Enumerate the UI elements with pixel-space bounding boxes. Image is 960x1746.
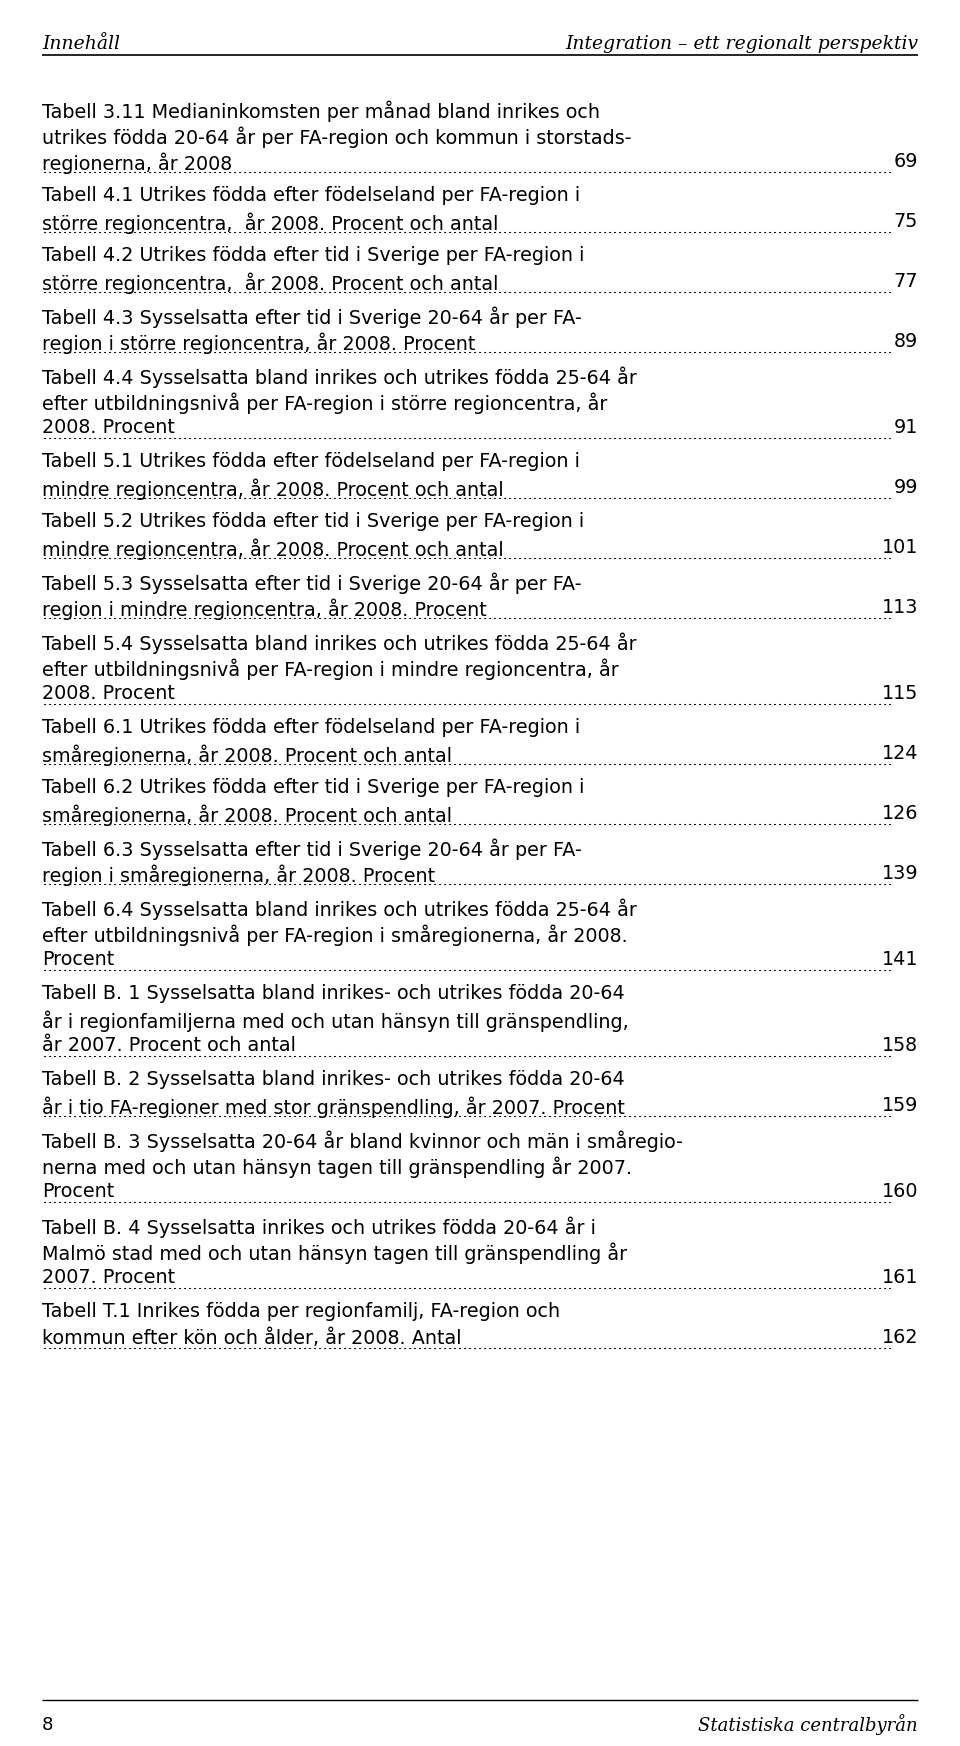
Text: 113: 113 bbox=[881, 597, 918, 616]
Text: Malmö stad med och utan hänsyn tagen till gränspendling år: Malmö stad med och utan hänsyn tagen til… bbox=[42, 1241, 627, 1264]
Text: Statistiska centralbyrån: Statistiska centralbyrån bbox=[698, 1715, 918, 1736]
Text: efter utbildningsnivå per FA-region i större regioncentra, år: efter utbildningsnivå per FA-region i st… bbox=[42, 393, 608, 414]
Text: region i mindre regioncentra, år 2008. Procent: region i mindre regioncentra, år 2008. P… bbox=[42, 597, 487, 620]
Text: nerna med och utan hänsyn tagen till gränspendling år 2007.: nerna med och utan hänsyn tagen till grä… bbox=[42, 1156, 632, 1177]
Text: 159: 159 bbox=[881, 1096, 918, 1116]
Text: 8: 8 bbox=[42, 1716, 54, 1734]
Text: mindre regioncentra, år 2008. Procent och antal: mindre regioncentra, år 2008. Procent oc… bbox=[42, 538, 504, 559]
Text: Tabell 5.3 Sysselsatta efter tid i Sverige 20-64 år per FA-: Tabell 5.3 Sysselsatta efter tid i Sveri… bbox=[42, 573, 582, 594]
Text: 2007. Procent: 2007. Procent bbox=[42, 1268, 175, 1287]
Text: Tabell 4.4 Sysselsatta bland inrikes och utrikes födda 25-64 år: Tabell 4.4 Sysselsatta bland inrikes och… bbox=[42, 367, 636, 388]
Text: Tabell B. 2 Sysselsatta bland inrikes- och utrikes födda 20-64: Tabell B. 2 Sysselsatta bland inrikes- o… bbox=[42, 1070, 625, 1090]
Text: Tabell 5.4 Sysselsatta bland inrikes och utrikes födda 25-64 år: Tabell 5.4 Sysselsatta bland inrikes och… bbox=[42, 632, 636, 653]
Text: Tabell 5.1 Utrikes födda efter födelseland per FA-region i: Tabell 5.1 Utrikes födda efter födelsela… bbox=[42, 452, 580, 471]
Text: Tabell B. 1 Sysselsatta bland inrikes- och utrikes födda 20-64: Tabell B. 1 Sysselsatta bland inrikes- o… bbox=[42, 985, 625, 1002]
Text: Tabell 6.4 Sysselsatta bland inrikes och utrikes födda 25-64 år: Tabell 6.4 Sysselsatta bland inrikes och… bbox=[42, 897, 636, 920]
Text: regionerna, år 2008: regionerna, år 2008 bbox=[42, 152, 232, 173]
Text: större regioncentra,  år 2008. Procent och antal: större regioncentra, år 2008. Procent oc… bbox=[42, 272, 498, 293]
Text: region i större regioncentra, år 2008. Procent: region i större regioncentra, år 2008. P… bbox=[42, 332, 475, 353]
Text: år i tio FA-regioner med stor gränspendling, år 2007. Procent: år i tio FA-regioner med stor gränspendl… bbox=[42, 1096, 625, 1117]
Text: 69: 69 bbox=[894, 152, 918, 171]
Text: mindre regioncentra, år 2008. Procent och antal: mindre regioncentra, år 2008. Procent oc… bbox=[42, 478, 504, 499]
Text: 99: 99 bbox=[894, 478, 918, 498]
Text: 115: 115 bbox=[881, 684, 918, 704]
Text: Tabell 3.11 Medianinkomsten per månad bland inrikes och: Tabell 3.11 Medianinkomsten per månad bl… bbox=[42, 100, 600, 122]
Text: 126: 126 bbox=[881, 803, 918, 822]
Text: efter utbildningsnivå per FA-region i småregionerna, år 2008.: efter utbildningsnivå per FA-region i sm… bbox=[42, 924, 628, 946]
Text: år 2007. Procent och antal: år 2007. Procent och antal bbox=[42, 1035, 296, 1055]
Text: Innehåll: Innehåll bbox=[42, 35, 120, 52]
Text: Tabell 6.3 Sysselsatta efter tid i Sverige 20-64 år per FA-: Tabell 6.3 Sysselsatta efter tid i Sveri… bbox=[42, 838, 582, 859]
Text: Procent: Procent bbox=[42, 1182, 114, 1201]
Text: 161: 161 bbox=[881, 1268, 918, 1287]
Text: Tabell 6.1 Utrikes födda efter födelseland per FA-region i: Tabell 6.1 Utrikes födda efter födelsela… bbox=[42, 718, 580, 737]
Text: Tabell 4.3 Sysselsatta efter tid i Sverige 20-64 år per FA-: Tabell 4.3 Sysselsatta efter tid i Sveri… bbox=[42, 306, 582, 328]
Text: 75: 75 bbox=[894, 211, 918, 230]
Text: 139: 139 bbox=[881, 864, 918, 883]
Text: Tabell T.1 Inrikes födda per regionfamilj, FA-region och: Tabell T.1 Inrikes födda per regionfamil… bbox=[42, 1303, 560, 1322]
Text: 158: 158 bbox=[882, 1035, 918, 1055]
Text: Tabell 4.2 Utrikes födda efter tid i Sverige per FA-region i: Tabell 4.2 Utrikes födda efter tid i Sve… bbox=[42, 246, 585, 265]
Text: småregionerna, år 2008. Procent och antal: småregionerna, år 2008. Procent och anta… bbox=[42, 803, 452, 826]
Text: utrikes födda 20-64 år per FA-region och kommun i storstads-: utrikes födda 20-64 år per FA-region och… bbox=[42, 126, 632, 147]
Text: Tabell B. 3 Sysselsatta 20-64 år bland kvinnor och män i småregio-: Tabell B. 3 Sysselsatta 20-64 år bland k… bbox=[42, 1130, 683, 1152]
Text: 2008. Procent: 2008. Procent bbox=[42, 417, 175, 436]
Text: 162: 162 bbox=[881, 1329, 918, 1346]
Text: Integration – ett regionalt perspektiv: Integration – ett regionalt perspektiv bbox=[564, 35, 918, 52]
Text: 91: 91 bbox=[894, 417, 918, 436]
Text: Procent: Procent bbox=[42, 950, 114, 969]
Text: 77: 77 bbox=[894, 272, 918, 292]
Text: år i regionfamiljerna med och utan hänsyn till gränspendling,: år i regionfamiljerna med och utan hänsy… bbox=[42, 1009, 629, 1032]
Text: region i småregionerna, år 2008. Procent: region i småregionerna, år 2008. Procent bbox=[42, 864, 435, 885]
Text: 2008. Procent: 2008. Procent bbox=[42, 684, 175, 704]
Text: 89: 89 bbox=[894, 332, 918, 351]
Text: småregionerna, år 2008. Procent och antal: småregionerna, år 2008. Procent och anta… bbox=[42, 744, 452, 765]
Text: Tabell B. 4 Sysselsatta inrikes och utrikes födda 20-64 år i: Tabell B. 4 Sysselsatta inrikes och utri… bbox=[42, 1215, 596, 1238]
Text: större regioncentra,  år 2008. Procent och antal: större regioncentra, år 2008. Procent oc… bbox=[42, 211, 498, 234]
Text: Tabell 6.2 Utrikes födda efter tid i Sverige per FA-region i: Tabell 6.2 Utrikes födda efter tid i Sve… bbox=[42, 779, 585, 796]
Text: Tabell 5.2 Utrikes födda efter tid i Sverige per FA-region i: Tabell 5.2 Utrikes födda efter tid i Sve… bbox=[42, 512, 584, 531]
Text: 124: 124 bbox=[881, 744, 918, 763]
Text: Tabell 4.1 Utrikes födda efter födelseland per FA-region i: Tabell 4.1 Utrikes födda efter födelsela… bbox=[42, 187, 580, 204]
Text: kommun efter kön och ålder, år 2008. Antal: kommun efter kön och ålder, år 2008. Ant… bbox=[42, 1329, 462, 1348]
Text: efter utbildningsnivå per FA-region i mindre regioncentra, år: efter utbildningsnivå per FA-region i mi… bbox=[42, 658, 619, 679]
Text: 160: 160 bbox=[881, 1182, 918, 1201]
Text: 101: 101 bbox=[881, 538, 918, 557]
Text: 141: 141 bbox=[881, 950, 918, 969]
